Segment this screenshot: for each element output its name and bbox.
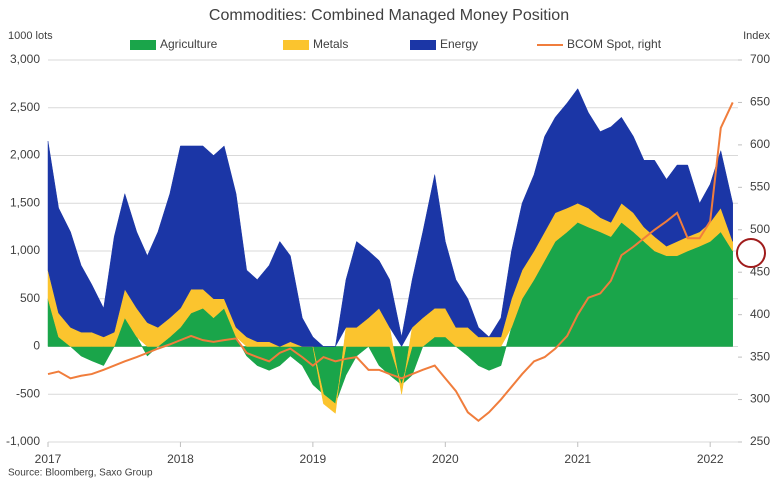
x-tick-label: 2019 [300, 452, 327, 466]
source: Source: Bloomberg, Saxo Group [8, 468, 153, 479]
x-tick-label: 2020 [432, 452, 459, 466]
y-tick-label: 2,000 [10, 148, 40, 162]
y-tick-label: -500 [16, 386, 40, 400]
y2-tick-label: 350 [750, 349, 770, 363]
y-tick-label: 3,000 [10, 52, 40, 66]
legend-swatch [130, 40, 156, 50]
chart-title: Commodities: Combined Managed Money Posi… [209, 7, 569, 24]
y2-axis-label: Index [743, 30, 770, 42]
y2-tick-label: 400 [750, 307, 770, 321]
legend-label: Metals [313, 37, 348, 51]
labels: -1,000 -500 0 500 1,000 1,500 2,000 2,500 3,000 2… [6, 37, 770, 466]
bcom-line [47, 102, 734, 423]
y2-tick-label: 500 [750, 222, 770, 236]
y2-tick-label: 700 [750, 52, 770, 66]
y-tick-label: 2,500 [10, 100, 40, 114]
legend-label: BCOM Spot, right [567, 37, 662, 51]
y2-tick-label: 600 [750, 137, 770, 151]
y2-tick-label: 250 [750, 434, 770, 448]
y2-tick-label: 300 [750, 392, 770, 406]
y-tick-label: 1,000 [10, 243, 40, 257]
y2-tick-label: 450 [750, 264, 770, 278]
legend-swatch [283, 40, 309, 50]
y2-tick-label: 550 [750, 180, 770, 194]
x-tick-label: 2022 [697, 452, 724, 466]
lines [47, 102, 734, 423]
y-tick-label: -1,000 [6, 434, 40, 448]
y2-tick-label: 650 [750, 95, 770, 109]
y-tick-label: 0 [33, 339, 40, 353]
y-tick-label: 500 [20, 291, 40, 305]
x-tick-label: 2018 [167, 452, 194, 466]
legend-label: Energy [440, 37, 478, 51]
y-tick-label: 1,500 [10, 195, 40, 209]
highlight-circle [736, 238, 766, 268]
x-tick-label: 2021 [564, 452, 591, 466]
area [47, 88, 733, 347]
x-tick-label: 2017 [35, 452, 62, 466]
legend-label: Agriculture [160, 37, 218, 51]
areas [47, 88, 733, 414]
y-axis-label: 1000 lots [8, 30, 53, 42]
legend-swatch [410, 40, 436, 50]
